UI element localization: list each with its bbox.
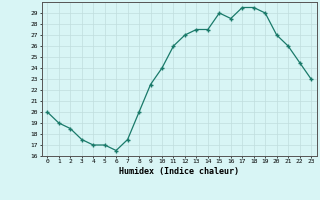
X-axis label: Humidex (Indice chaleur): Humidex (Indice chaleur) [119,167,239,176]
